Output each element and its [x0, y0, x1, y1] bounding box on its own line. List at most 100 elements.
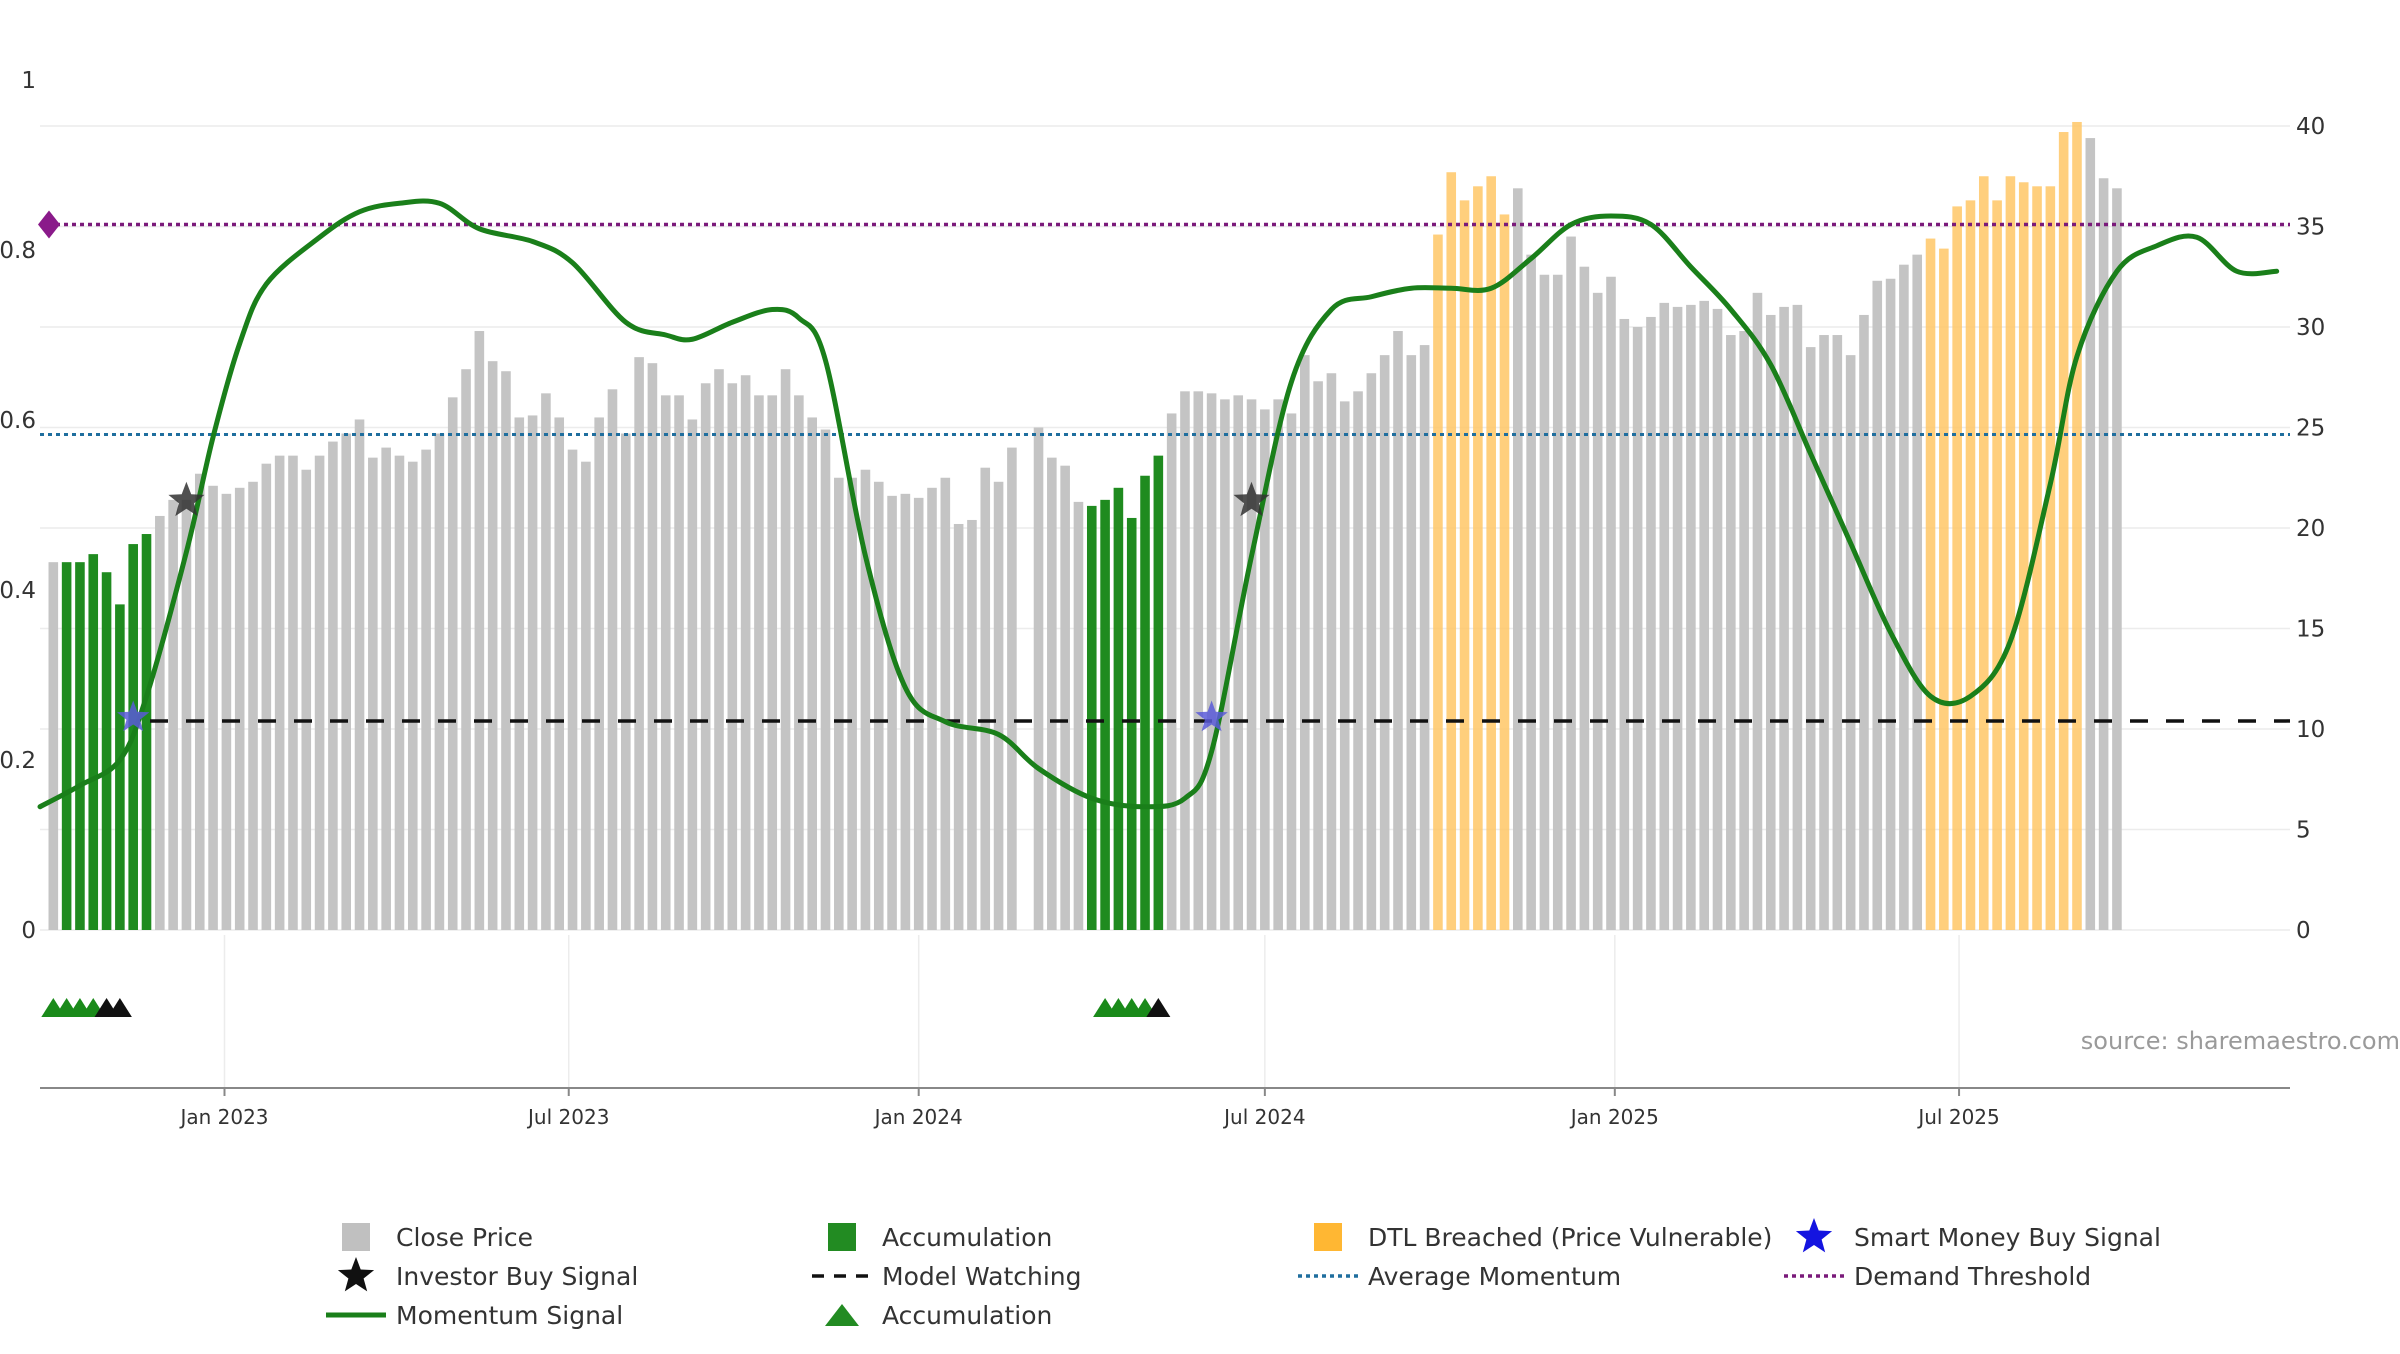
close-price-bar	[754, 395, 764, 931]
close-price-bar	[1353, 391, 1363, 930]
vertical-gridlines	[223, 935, 1960, 1088]
source-label: source: sharemaestro.com	[2081, 1027, 2400, 1055]
close-price-bar	[1273, 399, 1283, 930]
close-price-bar	[48, 562, 59, 930]
dtl-breached-bar	[2072, 121, 2082, 931]
accumulation-bar	[1113, 487, 1124, 930]
right-axis-tick-label: 20	[2296, 516, 2325, 542]
accumulation-marker-triangle	[1146, 998, 1171, 1017]
close-price-bar	[967, 519, 977, 930]
close-price-bar	[288, 455, 298, 930]
close-price-bar	[1339, 401, 1350, 930]
close-price-bar	[993, 481, 1004, 930]
x-axis-tick-label: Jul 2024	[1222, 1105, 1305, 1129]
left-axis-tick-label: 0.2	[0, 748, 36, 774]
right-axis-tick-label: 0	[2296, 918, 2311, 944]
dtl-breached-bar	[2045, 186, 2056, 931]
close-price-bar	[407, 461, 418, 930]
close-price-bar	[900, 493, 911, 930]
dtl-breached-bar	[1965, 200, 1976, 930]
legend: Close Price Accumulation DTL Breached (Pri…	[326, 1218, 2161, 1330]
dtl-breached-bar	[1446, 172, 1457, 931]
momentum-signal	[37, 198, 2280, 810]
close-price-bar	[607, 389, 618, 930]
dtl-breached-bar	[1992, 200, 2002, 930]
close-price-bar	[820, 429, 831, 930]
close-price-bar	[913, 497, 924, 930]
accumulation-bar	[75, 562, 85, 930]
close-price-bar	[860, 469, 871, 930]
close-price-bar	[314, 455, 325, 930]
close-price-bar	[1619, 318, 1630, 931]
close-price-bar	[461, 369, 471, 931]
left-axis-tick-label: 0.8	[0, 238, 36, 264]
accumulation-bar	[101, 572, 112, 930]
close-price-bar	[780, 369, 791, 931]
right-axis-tick-label: 35	[2296, 215, 2325, 241]
close-price-bar	[434, 433, 445, 930]
accumulation-bar	[1086, 505, 1097, 930]
close-price-bar	[514, 417, 525, 930]
close-price-bar	[1286, 413, 1297, 930]
close-price-bar	[1300, 355, 1310, 930]
legend-swatch-square	[342, 1223, 370, 1251]
legend-label: Smart Money Buy Signal	[1854, 1223, 2161, 1252]
close-price-bar	[1313, 381, 1323, 930]
close-price-bar	[1912, 254, 1923, 930]
dtl-breached-bar	[1925, 238, 1936, 930]
close-price-bar	[1885, 278, 1896, 930]
close-price-bar	[567, 449, 578, 930]
close-price-bar	[594, 417, 604, 930]
legend-item: Demand Threshold	[1784, 1262, 2091, 1291]
close-price-bar	[1819, 335, 1829, 930]
close-price-bar	[807, 417, 817, 930]
close-price-bar	[1220, 399, 1230, 930]
investor-buy-signal-star	[168, 481, 205, 517]
legend-swatch-triangle	[825, 1304, 859, 1326]
close-price-bar	[1632, 327, 1643, 930]
close-price-bar	[261, 463, 272, 930]
close-price-bar	[1699, 300, 1709, 930]
close-price-bar	[740, 375, 751, 930]
close-price-bar	[714, 369, 724, 931]
legend-item: Smart Money Buy Signal	[1795, 1218, 2161, 1253]
close-price-bar	[794, 395, 804, 931]
dtl-breached-bar	[1939, 248, 1949, 931]
accumulation-marker-triangle	[107, 998, 132, 1017]
close-price-bar	[1712, 308, 1723, 930]
close-price-bar	[1379, 355, 1390, 930]
left-axis-tick-label: 0	[21, 918, 36, 944]
close-price-bar	[248, 481, 258, 930]
close-price-bar	[487, 361, 498, 930]
legend-swatch-square	[828, 1223, 856, 1251]
right-axis-tick-label: 25	[2296, 416, 2325, 442]
x-axis-tick-label: Jan 2025	[1569, 1105, 1659, 1129]
close-price-bar	[1513, 188, 1523, 930]
accumulation-bar	[1126, 517, 1137, 930]
close-price-bar	[381, 447, 391, 930]
dtl-breached-bar	[2058, 132, 2069, 930]
close-price-bar	[660, 395, 671, 931]
legend-label: Demand Threshold	[1854, 1262, 2091, 1291]
close-price-bar	[727, 383, 738, 930]
close-price-bar	[1260, 409, 1270, 930]
legend-label: Accumulation	[882, 1223, 1052, 1252]
close-price-bar	[301, 469, 312, 930]
close-price-bar	[1606, 276, 1616, 930]
close-price-bar	[1805, 347, 1816, 931]
legend-item: Average Momentum	[1298, 1262, 1621, 1291]
close-price-bar	[621, 433, 631, 930]
reference-lines	[38, 210, 2290, 723]
legend-label: Investor Buy Signal	[396, 1262, 638, 1291]
accumulation-bar	[141, 534, 152, 930]
close-price-bar	[1073, 501, 1084, 930]
close-price-bar	[168, 499, 178, 930]
close-price-bar	[2098, 178, 2109, 930]
close-price-bar	[1419, 345, 1430, 931]
close-price-bar	[1047, 457, 1057, 930]
close-price-bar	[181, 499, 192, 930]
close-price-bar	[1526, 254, 1536, 930]
dtl-breached-bar	[1473, 186, 1483, 931]
close-price-bar	[581, 461, 591, 930]
